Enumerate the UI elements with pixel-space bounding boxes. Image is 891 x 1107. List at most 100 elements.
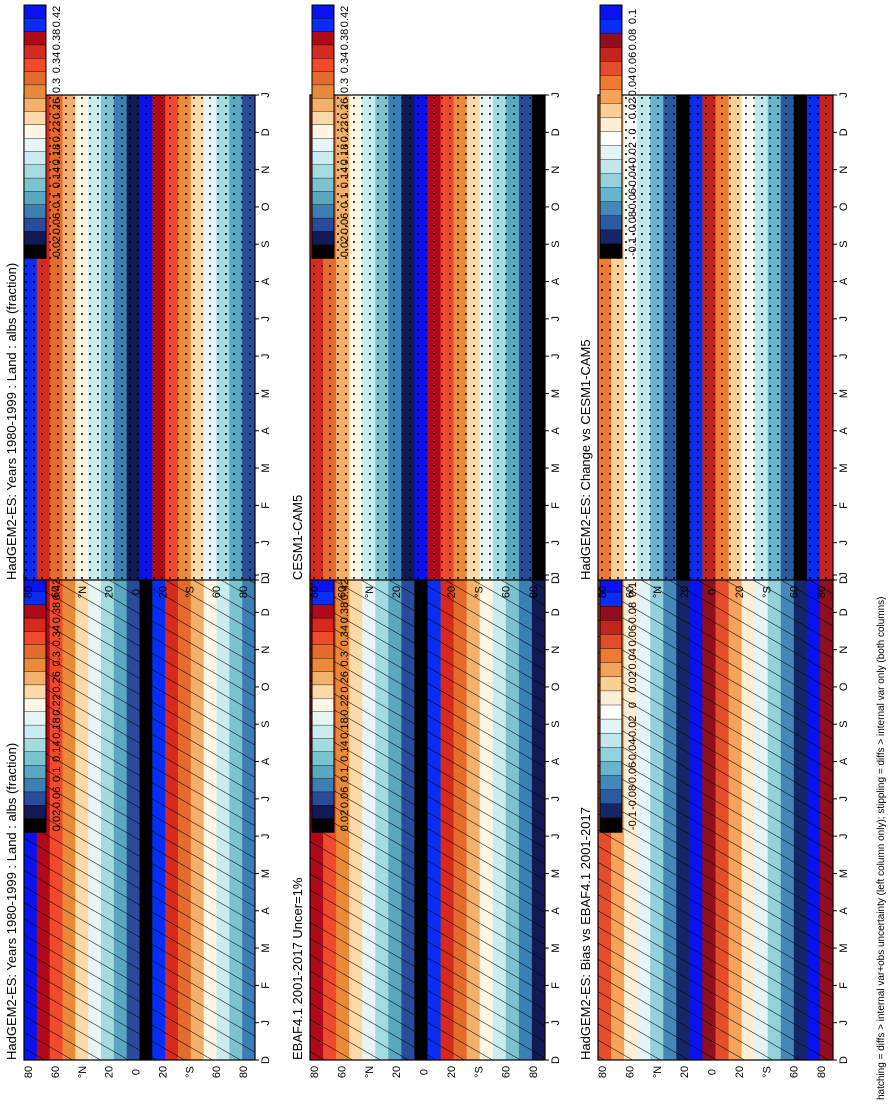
colorbar-swatch: [23, 204, 47, 219]
y-tick-label: 60: [501, 586, 513, 598]
chart-panel-6: HadGEM2-ES: Change vs CESM1-CAM5 DJFMAMJJ…: [578, 4, 850, 598]
x-tick-label: O: [260, 682, 272, 691]
y-tick-label: °N: [652, 586, 664, 598]
colorbar-swatch: [23, 191, 47, 206]
x-tick-label: M: [550, 944, 562, 953]
y-tick-label: 80: [597, 1066, 609, 1078]
x-tick-label: J: [550, 540, 562, 546]
y-tick-label: 60: [789, 1066, 801, 1078]
y-tick-label: 20: [679, 1066, 691, 1078]
panel-title: HadGEM2-ES: Years 1980-1999 : Land : alb…: [4, 743, 19, 1060]
x-tick-label: J: [260, 1020, 272, 1025]
x-tick-label: A: [550, 757, 562, 765]
colorbar-label: 0.06: [339, 787, 351, 808]
colorbar-swatch: [599, 648, 623, 664]
stippling-overlay: [310, 95, 545, 580]
x-tick-label: J: [838, 1020, 850, 1025]
y-tick-label: 20: [446, 586, 458, 598]
colorbar-swatch: [311, 44, 335, 59]
colorbar-swatch: [599, 690, 623, 706]
x-tick-label: N: [260, 646, 272, 654]
x-tick-label: D: [550, 608, 562, 616]
colorbar-swatch: [23, 738, 47, 753]
x-tick-label: M: [838, 389, 850, 398]
colorbar-swatch: [23, 58, 47, 73]
colorbar-swatch: [599, 704, 623, 720]
x-tick-label: M: [260, 944, 272, 953]
colorbar-frame: [599, 4, 623, 259]
x-tick-label: J: [838, 353, 850, 359]
x-tick-label: M: [550, 869, 562, 878]
colorbar-swatch: [23, 765, 47, 780]
colorbar-swatch: [23, 151, 47, 166]
colorbar-swatch: [599, 229, 623, 245]
y-tick-label: 0: [707, 589, 719, 595]
colorbar-swatch: [599, 4, 623, 20]
x-tick-label: D: [838, 608, 850, 616]
colorbar-swatch: [599, 173, 623, 189]
colorbar-label: 0.04: [627, 648, 639, 669]
x-tick-label: J: [550, 1020, 562, 1025]
colorbar-swatch: [311, 778, 335, 793]
colorbar-swatch: [311, 617, 335, 633]
x-tick-label: J: [838, 540, 850, 546]
colorbar-swatch: [311, 231, 335, 246]
x-tick-label: J: [838, 92, 850, 98]
x-tick-label: M: [838, 944, 850, 953]
x-tick-label: A: [260, 277, 272, 285]
colorbar-swatch: [311, 18, 335, 33]
colorbar-swatch: [23, 97, 47, 113]
x-tick-label: D: [550, 576, 562, 584]
y-tick-label: 20: [391, 1066, 403, 1078]
colorbar-label: 0.04: [627, 75, 639, 96]
y-tick-label: 20: [104, 1066, 116, 1078]
x-tick-label: F: [838, 502, 850, 509]
x-tick-label: J: [260, 540, 272, 546]
y-tick-label: °N: [77, 1066, 89, 1078]
x-tick-label: J: [550, 796, 562, 802]
colorbar-swatch: [23, 84, 47, 99]
x-tick-label: A: [550, 906, 562, 914]
colorbar-label: 0.26: [51, 671, 63, 692]
colorbar-swatch: [311, 164, 335, 179]
colorbar-swatch: [599, 75, 623, 91]
x-tick-label: F: [260, 502, 272, 509]
plot-frame: [597, 94, 834, 581]
colorbar-label: 0.02: [51, 236, 63, 257]
colorbar-label: 0.1: [339, 767, 351, 782]
x-tick-label: D: [260, 128, 272, 136]
colorbar-swatch: [311, 84, 335, 99]
colorbar-label: 0.06: [51, 213, 63, 234]
colorbar-label: 0.26: [339, 671, 351, 692]
colorbar-swatch: [599, 817, 623, 833]
colorbar-label: -0.1: [627, 811, 639, 830]
colorbar-label: 0.14: [51, 740, 63, 761]
colorbar-swatch: [311, 671, 335, 686]
colorbar-label: 0.42: [51, 579, 63, 600]
y-tick-label: 0: [131, 1069, 143, 1075]
plot-frame: [309, 94, 546, 581]
colorbar-label: 0.06: [627, 52, 639, 73]
colorbar-label: 0.22: [51, 694, 63, 715]
colorbar-label: -0.06: [627, 762, 639, 787]
colorbar-swatch: [311, 658, 335, 673]
colorbar-swatch: [23, 31, 47, 46]
colorbar-swatch: [311, 137, 335, 153]
x-tick-label: S: [550, 721, 562, 728]
y-tick-label: °S: [761, 586, 773, 598]
y-tick-label: 20: [679, 586, 691, 598]
stippling-overlay: [24, 95, 255, 580]
y-tick-label: °S: [184, 1066, 196, 1078]
y-tick-label: 60: [211, 586, 223, 598]
y-tick-label: 60: [336, 1066, 348, 1078]
colorbar-swatch: [311, 711, 335, 726]
figure-footnote: hatching = diffs > internal var+obs unce…: [876, 596, 887, 1100]
colorbar-swatch: [311, 204, 335, 219]
chart-panel-2: HadGEM2-ES: Years 1980-1999 : Land : alb…: [4, 4, 272, 598]
panel-title: EBAF4.1 2001-2017 Uncer=1%: [290, 877, 305, 1060]
colorbar-swatch: [599, 789, 623, 805]
x-tick-label: J: [838, 833, 850, 839]
colorbar-swatch: [23, 805, 47, 820]
colorbar-swatch: [23, 631, 47, 646]
colorbar-swatch: [599, 159, 623, 175]
